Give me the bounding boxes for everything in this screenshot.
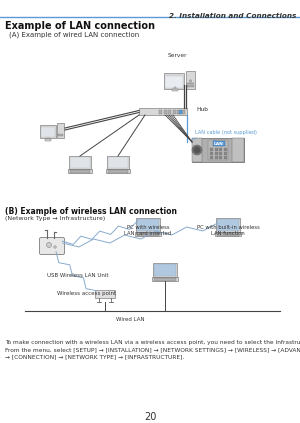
Bar [186,71,195,89]
Bar [57,123,64,138]
Circle shape [189,80,192,82]
Bar [214,156,218,159]
Bar [154,264,176,276]
Bar [137,219,159,231]
Bar [164,110,166,113]
Bar [58,134,63,136]
Text: (A) Example of wired LAN connection: (A) Example of wired LAN connection [9,31,139,38]
Circle shape [46,242,52,247]
Bar [165,75,183,88]
Bar [164,73,184,89]
Text: PC with wireless
LAN card inserted: PC with wireless LAN card inserted [124,225,172,236]
Bar [41,127,55,137]
Circle shape [54,246,56,248]
Bar [168,110,171,113]
Bar [224,156,226,159]
Bar [215,232,241,236]
Bar [107,156,129,169]
Bar [108,170,128,173]
Bar [187,85,194,87]
Bar [214,152,218,155]
Bar [182,110,184,113]
Bar [137,233,159,236]
Bar [174,87,176,89]
Bar [187,83,194,84]
Bar [68,169,92,173]
Bar [136,218,160,232]
Text: LAN cable (not supplied): LAN cable (not supplied) [191,130,257,140]
Bar [213,141,225,146]
Bar [159,110,162,113]
Bar [217,233,239,236]
Bar [108,157,128,168]
Text: Example of LAN connection: Example of LAN connection [5,21,155,31]
Bar [45,139,51,140]
Bar [106,169,130,173]
Text: 20: 20 [144,412,156,422]
Bar [152,277,178,281]
Text: Server: Server [167,53,187,58]
Bar [70,170,90,173]
Bar [172,110,176,113]
Bar [177,110,180,113]
Bar [219,156,222,159]
Bar [210,152,213,155]
Bar [210,156,213,159]
Text: (B) Example of wireless LAN connection: (B) Example of wireless LAN connection [5,207,177,216]
Text: USB Wireless LAN Unit: USB Wireless LAN Unit [47,273,109,278]
Bar [232,138,244,162]
Text: 2. Installation and Connections: 2. Installation and Connections [169,13,296,19]
Bar [135,232,161,236]
Bar [154,277,176,280]
Bar [139,108,187,115]
FancyBboxPatch shape [40,237,64,255]
Bar [192,138,202,162]
Text: To make connection with a wireless LAN via a wireless access point, you need to : To make connection with a wireless LAN v… [5,340,300,359]
Bar [217,219,239,231]
Text: Wireless access point: Wireless access point [57,291,116,296]
Bar [95,290,115,298]
Circle shape [192,145,202,155]
Text: (Network Type → Infrastructure): (Network Type → Infrastructure) [5,216,105,221]
Text: LAN: LAN [214,142,224,146]
Bar [219,148,222,151]
Text: PC with built-in wireless
LAN function: PC with built-in wireless LAN function [196,225,260,236]
Bar [70,157,90,168]
Circle shape [194,146,200,154]
Bar [219,152,222,155]
Bar [224,148,226,151]
Bar [69,156,91,169]
Bar [192,138,244,162]
Bar [47,138,49,140]
Bar [210,148,213,151]
Bar [40,125,56,138]
Bar [208,140,228,160]
Text: Wired LAN: Wired LAN [116,317,144,322]
Text: Hub: Hub [196,107,208,112]
Bar [153,263,177,277]
Bar [224,152,226,155]
Bar [216,218,240,232]
Bar [214,148,218,151]
Bar [179,110,182,113]
Bar [172,89,178,91]
Circle shape [214,140,217,143]
